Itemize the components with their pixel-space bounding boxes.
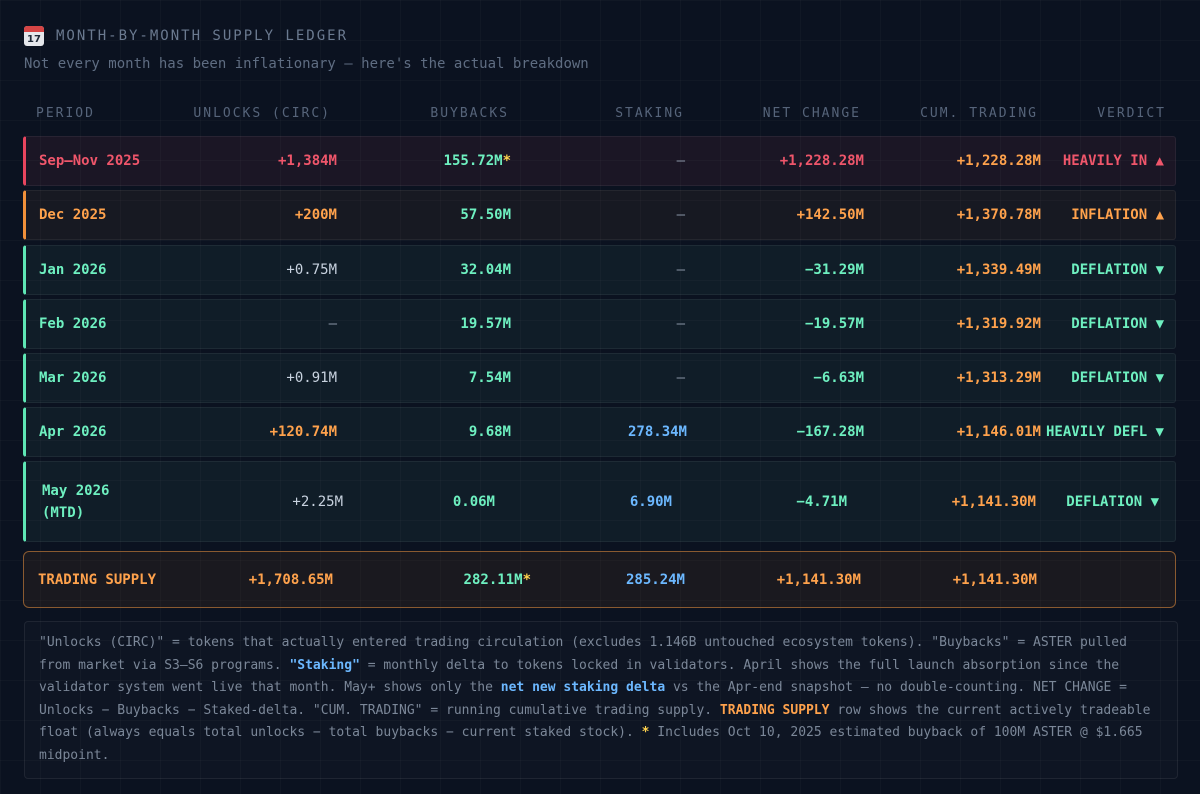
period-cell: Apr 2026	[39, 424, 107, 440]
cum-trading-cell: +1,370.78M	[956, 207, 1041, 223]
total-label: TRADING SUPPLY	[38, 571, 157, 588]
verdict-badge: DEFLATION ▼	[1066, 493, 1159, 510]
staking-cell: 6.90M	[629, 493, 672, 510]
total-unlocks: +1,708.65M	[248, 571, 333, 588]
total-net-change: +1,141.30M	[776, 571, 861, 588]
staking-cell: –	[676, 370, 685, 386]
period-cell: Feb 2026	[39, 316, 107, 332]
cum-trading-cell: +1,339.49M	[956, 262, 1041, 278]
table-row: May 2026 (MTD) +2.25M 0.06M 6.90M −4.71M …	[23, 461, 1176, 542]
col-unlocks: UNLOCKS (CIRC)	[193, 106, 331, 121]
verdict-badge: INFLATION ▲	[1071, 207, 1164, 223]
buybacks-cell: 0.06M	[452, 493, 495, 510]
buybacks-cell: 19.57M	[460, 316, 511, 332]
calendar-icon: 17	[24, 26, 44, 46]
verdict-badge: HEAVILY IN ▲	[1062, 153, 1164, 169]
total-cum-trading: +1,141.30M	[952, 571, 1037, 588]
staking-cell: –	[676, 153, 685, 169]
staking-cell: –	[676, 316, 685, 332]
period-cell: Jan 2026	[39, 262, 107, 278]
page-subtitle: Not every month has been inflationary — …	[24, 56, 589, 72]
unlocks-cell: +1,384M	[277, 153, 337, 169]
unlocks-cell: +0.75M	[286, 262, 337, 278]
unlocks-cell: +120.74M	[269, 424, 337, 440]
buybacks-cell: 32.04M	[460, 262, 511, 278]
unlocks-cell: –	[328, 316, 337, 332]
cum-trading-cell: +1,146.01M	[956, 424, 1041, 440]
buybacks-cell: 9.68M	[468, 424, 511, 440]
period-cell: May 2026 (MTD)	[42, 482, 110, 521]
staking-cell: –	[676, 207, 685, 223]
table-row: Mar 2026 +0.91M 7.54M – −6.63M +1,313.29…	[23, 353, 1176, 403]
asterisk-mark: *	[502, 153, 511, 169]
verdict-badge: DEFLATION ▼	[1071, 370, 1164, 386]
buybacks-cell: 57.50M	[460, 207, 511, 223]
col-cum-trading: CUM. TRADING	[920, 106, 1038, 121]
trading-supply-total-row: TRADING SUPPLY +1,708.65M 282.11M* 285.2…	[23, 551, 1176, 608]
cum-trading-cell: +1,228.28M	[956, 153, 1041, 169]
buybacks-cell: 155.72M*	[443, 153, 511, 169]
period-cell: Dec 2025	[39, 207, 107, 223]
table-row: Feb 2026 – 19.57M – −19.57M +1,319.92M D…	[23, 299, 1176, 349]
col-period: PERIOD	[36, 106, 95, 121]
page-title: MONTH-BY-MONTH SUPPLY LEDGER	[56, 28, 349, 44]
net-change-cell: −31.29M	[804, 262, 864, 278]
unlocks-cell: +0.91M	[286, 370, 337, 386]
verdict-badge: HEAVILY DEFL ▼	[1045, 424, 1164, 440]
staking-cell: –	[676, 262, 685, 278]
period-cell: Sep–Nov 2025	[39, 153, 141, 169]
cum-trading-cell: +1,313.29M	[956, 370, 1041, 386]
methodology-note: "Unlocks (CIRC)" = tokens that actually …	[24, 621, 1178, 779]
col-buybacks: BUYBACKS	[430, 106, 509, 121]
table-row: Apr 2026 +120.74M 9.68M 278.34M −167.28M…	[23, 407, 1176, 457]
total-staking: 285.24M	[625, 571, 685, 588]
total-buybacks: 282.11M*	[463, 571, 531, 588]
period-cell: Mar 2026	[39, 370, 107, 386]
asterisk-mark: *	[522, 571, 531, 588]
table-row: Dec 2025 +200M 57.50M – +142.50M +1,370.…	[23, 190, 1176, 240]
col-staking: STAKING	[615, 106, 684, 121]
verdict-badge: DEFLATION ▼	[1071, 262, 1164, 278]
cum-trading-cell: +1,141.30M	[951, 493, 1036, 510]
col-net-change: NET CHANGE	[762, 106, 861, 121]
verdict-badge: DEFLATION ▼	[1071, 316, 1164, 332]
net-change-cell: −19.57M	[804, 316, 864, 332]
cum-trading-cell: +1,319.92M	[956, 316, 1041, 332]
col-verdict: VERDICT	[1097, 106, 1166, 121]
table-row: Jan 2026 +0.75M 32.04M – −31.29M +1,339.…	[23, 245, 1176, 295]
buybacks-cell: 7.54M	[468, 370, 511, 386]
net-change-cell: +142.50M	[796, 207, 864, 223]
table-row: Sep–Nov 2025 +1,384M 155.72M* – +1,228.2…	[23, 136, 1176, 186]
net-change-cell: −4.71M	[796, 493, 847, 510]
table-header: PERIOD UNLOCKS (CIRC) BUYBACKS STAKING N…	[24, 106, 1176, 124]
net-change-cell: −167.28M	[796, 424, 864, 440]
ledger-header: 17 MONTH-BY-MONTH SUPPLY LEDGER Not ever…	[24, 26, 589, 72]
net-change-cell: −6.63M	[813, 370, 864, 386]
unlocks-cell: +2.25M	[292, 493, 343, 510]
unlocks-cell: +200M	[294, 207, 337, 223]
net-change-cell: +1,228.28M	[779, 153, 864, 169]
staking-cell: 278.34M	[627, 424, 687, 440]
